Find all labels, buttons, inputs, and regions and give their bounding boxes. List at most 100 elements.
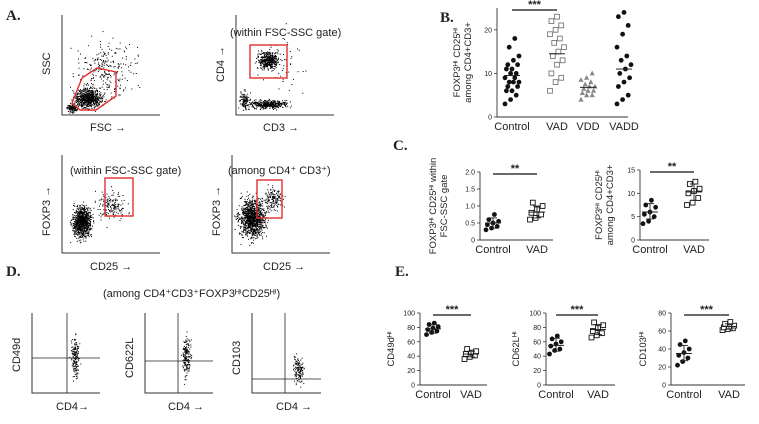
- event-dot: [251, 222, 253, 224]
- event-dot: [280, 59, 282, 61]
- event-dot: [247, 108, 249, 110]
- event-dot: [78, 222, 80, 224]
- event-dot: [73, 230, 75, 232]
- event-dot: [270, 197, 271, 199]
- event-dot: [77, 93, 79, 95]
- flow-dots: [180, 331, 193, 385]
- event-dot: [269, 102, 271, 104]
- event-dot: [104, 71, 106, 73]
- event-dot: [76, 222, 78, 224]
- event-dot: [248, 223, 250, 225]
- event-dot: [83, 218, 85, 220]
- event-dot: [295, 371, 297, 373]
- event-dot: [248, 231, 250, 233]
- event-dot: [78, 240, 80, 242]
- event-dot: [242, 96, 244, 98]
- event-dot: [85, 222, 87, 224]
- event-dot: [253, 231, 255, 233]
- event-dot: [128, 212, 130, 214]
- y-axis-label: CD4 →: [215, 46, 227, 82]
- event-dot: [294, 374, 296, 376]
- event-dot: [88, 99, 90, 101]
- event-dot: [82, 207, 83, 209]
- event-dot: [70, 222, 72, 223]
- event-dot: [255, 224, 256, 226]
- event-dot: [286, 100, 288, 101]
- event-dot: [273, 57, 275, 59]
- event-dot: [77, 220, 79, 222]
- event-dot: [257, 223, 259, 225]
- event-dot: [245, 107, 247, 109]
- event-dot: [86, 104, 88, 106]
- event-dot: [78, 58, 79, 60]
- event-dot: [283, 54, 284, 55]
- event-dot: [298, 362, 300, 364]
- event-dot: [88, 227, 89, 229]
- event-dot: [276, 105, 278, 107]
- event-dot: [74, 219, 76, 221]
- event-dot: [258, 56, 259, 58]
- event-dot: [187, 344, 189, 346]
- event-dot: [79, 92, 81, 94]
- event-dot: [291, 84, 293, 85]
- event-dot: [71, 352, 73, 354]
- event-dot: [279, 101, 281, 103]
- event-dot: [186, 359, 188, 361]
- event-dot: [184, 355, 186, 357]
- event-dot: [184, 356, 186, 358]
- event-dot: [254, 226, 256, 228]
- data-point: [547, 31, 553, 38]
- event-dot: [114, 52, 116, 54]
- event-dot: [89, 102, 91, 104]
- event-dot: [74, 227, 76, 229]
- event-dot: [189, 366, 191, 368]
- event-dot: [122, 57, 124, 59]
- event-dot: [259, 228, 260, 230]
- event-dot: [79, 207, 81, 209]
- event-dot: [103, 196, 105, 198]
- event-dot: [88, 214, 90, 216]
- event-dot: [95, 98, 97, 100]
- event-dot: [302, 373, 304, 375]
- event-dot: [252, 231, 254, 233]
- event-dot: [275, 56, 277, 58]
- event-dot: [110, 75, 112, 76]
- event-dot: [267, 200, 269, 202]
- event-dot: [301, 381, 303, 383]
- event-dot: [236, 209, 238, 211]
- event-dot: [274, 189, 276, 191]
- event-dot: [79, 225, 81, 227]
- event-dot: [85, 240, 87, 242]
- event-dot: [77, 226, 79, 228]
- event-dot: [76, 110, 78, 112]
- event-dot: [281, 103, 283, 104]
- event-dot: [82, 105, 84, 106]
- event-dot: [256, 227, 258, 229]
- event-dot: [105, 213, 107, 215]
- event-dot: [83, 95, 85, 97]
- event-dot: [272, 199, 273, 201]
- event-dot: [265, 108, 266, 109]
- event-dot: [258, 221, 260, 223]
- event-dot: [76, 234, 78, 236]
- event-dot: [289, 101, 291, 103]
- event-dot: [273, 62, 275, 64]
- event-dot: [263, 103, 265, 105]
- event-dot: [285, 104, 287, 106]
- event-dot: [242, 93, 244, 95]
- event-dot: [86, 229, 88, 231]
- event-dot: [237, 216, 239, 218]
- event-dot: [254, 207, 256, 209]
- event-dot: [254, 209, 255, 211]
- event-dot: [83, 224, 84, 226]
- event-dot: [274, 60, 276, 62]
- event-dot: [265, 211, 267, 213]
- event-dot: [271, 210, 273, 212]
- event-dot: [256, 225, 258, 227]
- event-dot: [90, 92, 92, 94]
- event-dot: [248, 202, 250, 203]
- event-dot: [75, 355, 77, 357]
- event-dot: [257, 219, 259, 221]
- event-dot: [244, 207, 246, 209]
- event-dot: [246, 100, 248, 101]
